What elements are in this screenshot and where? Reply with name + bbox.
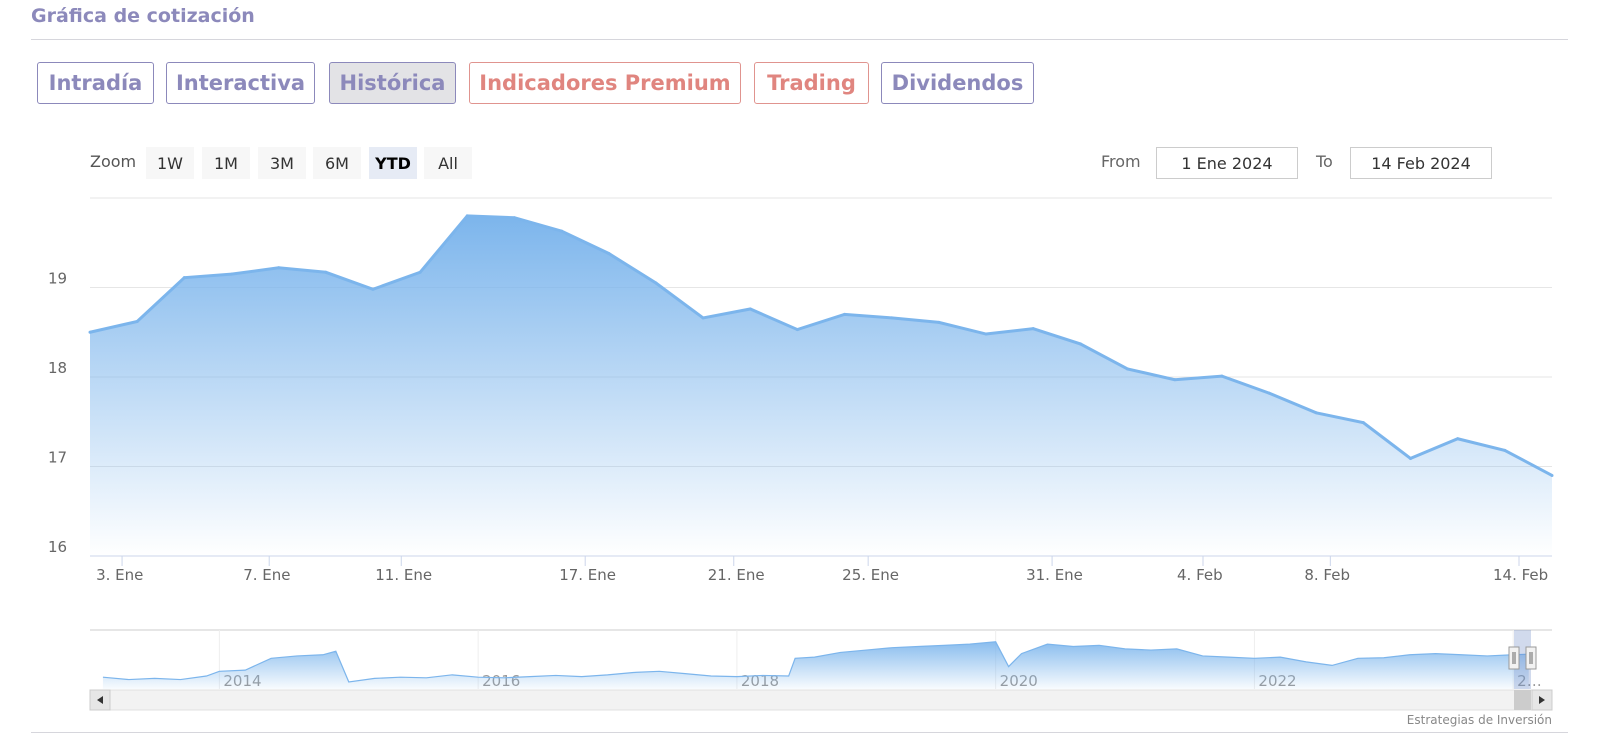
- data-point: [1503, 448, 1507, 452]
- x-tick-label: 21. Ene: [708, 566, 765, 584]
- bottom-divider: [31, 732, 1568, 733]
- scrollbar-thumb[interactable]: [1514, 690, 1531, 710]
- tab-intradia[interactable]: Intradía: [37, 62, 154, 104]
- data-point: [937, 320, 941, 324]
- zoom-1m-button[interactable]: 1M: [202, 147, 250, 179]
- data-point: [1314, 411, 1318, 415]
- zoom-label: Zoom: [90, 152, 137, 171]
- zoom-all-button[interactable]: All: [424, 147, 472, 179]
- data-point: [560, 229, 564, 233]
- x-tick-label: 25. Ene: [842, 566, 899, 584]
- data-point: [701, 316, 705, 320]
- to-label: To: [1316, 152, 1333, 171]
- y-tick-label: 17: [48, 449, 67, 467]
- data-point: [890, 316, 894, 320]
- data-point: [135, 320, 139, 324]
- data-point: [88, 330, 92, 334]
- data-point: [1031, 327, 1035, 331]
- zoom-ytd-button[interactable]: YTD: [369, 147, 417, 179]
- from-label: From: [1101, 152, 1141, 171]
- zoom-6m-button[interactable]: 6M: [313, 147, 361, 179]
- x-tick-label: 3. Ene: [96, 566, 143, 584]
- data-point: [1220, 374, 1224, 378]
- navigator-right-handle[interactable]: [1525, 646, 1537, 670]
- data-point: [1361, 421, 1365, 425]
- x-tick-label: 8. Feb: [1304, 566, 1350, 584]
- data-point: [1409, 456, 1413, 460]
- x-tick-label: 11. Ene: [375, 566, 432, 584]
- data-point: [984, 332, 988, 336]
- x-tick-label: 31. Ene: [1026, 566, 1083, 584]
- navigator-left-handle[interactable]: [1508, 646, 1520, 670]
- data-point: [229, 272, 233, 276]
- data-point: [512, 216, 516, 220]
- arrow-left-icon: [97, 696, 103, 704]
- data-point: [324, 270, 328, 274]
- title-divider: [31, 39, 1568, 40]
- data-point: [748, 307, 752, 311]
- series-line: [89, 214, 1553, 477]
- data-point: [1550, 473, 1554, 477]
- data-point: [371, 287, 375, 291]
- page-title: Gráfica de cotización: [31, 5, 255, 27]
- data-point: [607, 251, 611, 255]
- navigator-selected-range: [1514, 630, 1531, 689]
- chart-credit: Estrategias de Inversión: [1406, 713, 1552, 727]
- from-date-input[interactable]: 1 Ene 2024: [1156, 147, 1298, 179]
- x-tick-label: 17. Ene: [559, 566, 616, 584]
- data-point: [654, 281, 658, 285]
- navigator-line: [102, 641, 1529, 683]
- data-point: [1456, 437, 1460, 441]
- area-fill: [90, 215, 1552, 556]
- data-point: [1078, 342, 1082, 346]
- handle-body: [1525, 646, 1537, 670]
- to-date-input[interactable]: 14 Feb 2024: [1350, 147, 1492, 179]
- data-point: [418, 270, 422, 274]
- tab-indicadores-premium[interactable]: Indicadores Premium: [469, 62, 741, 104]
- data-point: [277, 266, 281, 270]
- data-point: [795, 328, 799, 332]
- tab-historica[interactable]: Histórica: [329, 62, 456, 104]
- tab-interactiva[interactable]: Interactiva: [166, 62, 315, 104]
- data-point: [182, 276, 186, 280]
- y-tick-label: 19: [48, 270, 67, 288]
- x-tick-label: 4. Feb: [1177, 566, 1223, 584]
- zoom-1w-button[interactable]: 1W: [146, 147, 194, 179]
- data-point: [843, 312, 847, 316]
- navigator-area: [102, 641, 1529, 689]
- scrollbar-track[interactable]: [89, 689, 1553, 711]
- handle-body: [1508, 646, 1520, 670]
- y-tick-label: 16: [48, 538, 67, 556]
- tab-trading[interactable]: Trading: [754, 62, 869, 104]
- data-point: [1126, 367, 1130, 371]
- zoom-3m-button[interactable]: 3M: [258, 147, 306, 179]
- y-tick-label: 18: [48, 359, 67, 377]
- x-tick-label: 7. Ene: [243, 566, 290, 584]
- arrow-right-icon: [1539, 696, 1545, 704]
- data-point: [465, 214, 469, 218]
- tab-dividendos[interactable]: Dividendos: [881, 62, 1034, 104]
- x-tick-label: 14. Feb: [1493, 566, 1548, 584]
- data-point: [1267, 391, 1271, 395]
- data-point: [1173, 378, 1177, 382]
